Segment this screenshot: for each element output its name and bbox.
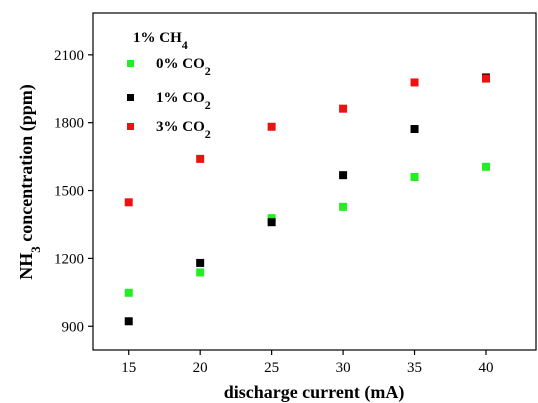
legend-label-sub: 2 [205, 127, 211, 141]
data-point-series-1 [124, 317, 133, 326]
data-point-series-0 [410, 172, 419, 181]
y-tick-label: 900 [62, 319, 85, 335]
data-points [124, 73, 490, 326]
x-axis: 15 20 25 30 35 40 [121, 350, 493, 376]
data-point-series-2 [481, 74, 490, 83]
legend-label-prefix: 0% CO [156, 56, 205, 72]
data-point-series-1 [196, 258, 205, 267]
plot-frame [92, 12, 537, 351]
data-point-series-2 [196, 154, 205, 163]
data-point-series-0 [196, 268, 205, 277]
y-axis: 900 1200 1500 1800 2100 [54, 48, 93, 335]
legend-header-sub: 4 [182, 38, 188, 52]
data-point-series-0 [339, 202, 348, 211]
data-point-series-0 [124, 288, 133, 297]
y-axis-title-suffix: concentration (ppm) [16, 84, 37, 246]
y-axis-title-prefix: NH [16, 253, 36, 280]
legend-swatch [127, 94, 134, 101]
data-point-series-2 [339, 104, 348, 113]
data-point-series-2 [124, 198, 133, 207]
legend-swatch [127, 123, 134, 130]
x-tick-label: 40 [478, 360, 493, 376]
y-tick-label: 1200 [54, 251, 84, 267]
legend-label: 0% CO2 [156, 56, 211, 78]
data-point-series-1 [410, 125, 419, 134]
y-tick-label: 2100 [54, 48, 84, 64]
data-point-series-1 [267, 218, 276, 227]
legend-label-sub: 2 [205, 64, 211, 78]
legend-header-prefix: 1% CH [133, 30, 182, 46]
y-tick-label: 1500 [54, 184, 84, 200]
data-point-series-2 [410, 78, 419, 87]
x-tick-label: 25 [264, 360, 279, 376]
legend-label-prefix: 1% CO [156, 90, 205, 106]
legend-label-prefix: 3% CO [156, 119, 205, 135]
legend-label-sub: 2 [205, 98, 211, 112]
data-point-series-2 [267, 122, 276, 131]
x-tick-label: 30 [336, 360, 351, 376]
y-tick-label: 1800 [54, 116, 84, 132]
legend-header: 1% CH4 [133, 30, 188, 52]
x-tick-label: 20 [193, 360, 208, 376]
legend-swatch [127, 60, 134, 67]
y-axis-title-sub: 3 [28, 246, 43, 253]
legend-label: 1% CO2 [156, 90, 211, 112]
data-point-series-1 [339, 171, 348, 180]
data-point-series-0 [481, 162, 490, 171]
x-tick-label: 35 [407, 360, 422, 376]
data-point-series-0 [267, 214, 276, 223]
x-tick-label: 15 [121, 360, 136, 376]
x-axis-title: discharge current (mA) [224, 382, 405, 403]
legend-label: 3% CO2 [156, 119, 211, 141]
y-axis-title: NH3 concentration (ppm) [16, 84, 43, 279]
